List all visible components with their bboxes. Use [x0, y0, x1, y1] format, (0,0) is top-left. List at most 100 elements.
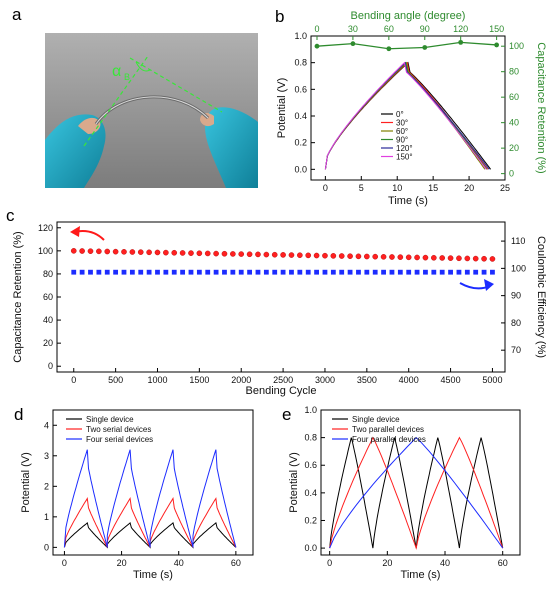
efficiency-point-9	[146, 269, 152, 275]
plot-frame	[310, 35, 506, 181]
efficiency-point-27	[297, 269, 303, 275]
y-tick-label: 40	[43, 315, 53, 325]
retention-point-10	[154, 249, 161, 256]
retention-point-49	[481, 255, 487, 262]
x-tick-label: 10	[392, 183, 402, 193]
y2-axis-title: Capacitance Retention (%)	[535, 42, 547, 173]
retention-point-16	[204, 250, 211, 257]
retention-point-45	[447, 255, 454, 261]
efficiency-point-11	[163, 269, 169, 275]
legend-label: 0°	[396, 110, 404, 119]
y-tick-label: 0.6	[294, 84, 307, 94]
retention-point-18	[221, 250, 228, 257]
chart-e: 0 20 40 60 0.0 0.2 0.4 0.6 0.8 1.0 Time (s) Potenti…	[288, 405, 521, 581]
efficiency-point-45	[448, 269, 453, 275]
y2-tick-label: 60	[509, 92, 519, 102]
x-tick-label: 20	[117, 558, 127, 568]
retention-point-9	[146, 249, 152, 256]
efficiency-point-37	[381, 269, 386, 275]
x2-tick-label: 0	[314, 24, 319, 34]
efficiency-point-38	[389, 269, 395, 275]
efficiency-point-31	[330, 269, 336, 275]
legend-label: 60°	[396, 127, 408, 136]
efficiency-point-12	[171, 269, 177, 275]
efficiency-point-29	[314, 269, 319, 275]
retention-point-20	[238, 251, 245, 257]
efficiency-point-18	[222, 269, 227, 275]
x-tick-label: 1000	[147, 375, 167, 385]
efficiency-point-34	[356, 269, 361, 275]
x2-tick-label: 120	[453, 24, 468, 34]
x-tick-label: 0	[327, 558, 332, 568]
retention-point-14	[188, 250, 194, 256]
efficiency-point-1	[79, 269, 85, 275]
retention-point-38	[389, 254, 395, 260]
angle-subscript: B	[124, 72, 130, 82]
retention-point-22	[255, 251, 261, 258]
x2-tick-label: 150	[489, 24, 504, 34]
retention-point-37	[380, 254, 387, 260]
y-tick-label: 0.2	[304, 515, 317, 525]
efficiency-point-25	[280, 269, 286, 275]
x-tick-label: 60	[498, 558, 508, 568]
efficiency-point-32	[339, 269, 345, 275]
retention-point-40	[405, 254, 412, 261]
efficiency-point-24	[272, 269, 278, 275]
y2-tick-label: 100	[511, 263, 526, 273]
efficiency-point-16	[205, 269, 211, 275]
efficiency-point-4	[104, 269, 110, 275]
retention-point-0	[70, 248, 77, 254]
legend-label: 120°	[396, 144, 413, 153]
parallel-curve-0	[329, 437, 504, 549]
y2-tick-label: 110	[511, 236, 525, 246]
y-tick-label: 3	[44, 451, 49, 461]
retention-point-29	[313, 252, 320, 259]
x-tick-label: 0	[62, 558, 67, 568]
y2-tick-label: 80	[511, 318, 521, 328]
retention-point-3	[422, 45, 428, 50]
y-tick-label: 4	[44, 420, 49, 430]
parallel-curve-1	[329, 436, 504, 550]
retention-point-21	[246, 251, 253, 258]
x-tick-label: 0	[71, 375, 76, 385]
y-tick-label: 0.4	[304, 488, 317, 498]
efficiency-point-35	[364, 269, 370, 275]
x-axis-title: Time (s)	[133, 569, 173, 581]
y-tick-label: 120	[38, 223, 53, 233]
efficiency-point-23	[263, 269, 269, 275]
y-tick-label: 1.0	[304, 405, 317, 415]
panel-label-a: a	[12, 5, 22, 24]
y-axis-title: Potential (V)	[20, 452, 32, 513]
retention-point-0	[314, 43, 320, 49]
gcd-curve-5	[324, 61, 487, 170]
x-tick-label: 40	[174, 558, 184, 568]
x-tick-label: 500	[108, 375, 123, 385]
x2-tick-label: 30	[348, 24, 358, 34]
retention-point-2	[87, 248, 94, 254]
x-tick-label: 4000	[399, 375, 419, 385]
efficiency-point-8	[138, 269, 144, 275]
retention-point-26	[288, 252, 295, 258]
plot-frame	[320, 409, 521, 556]
retention-point-25	[280, 252, 286, 258]
retention-point-41	[414, 254, 420, 261]
retention-point-32	[338, 253, 345, 259]
bending-photo: α B	[45, 33, 258, 188]
x-tick-label: 15	[428, 183, 438, 193]
retention-point-19	[230, 251, 236, 257]
chart-b: 0 5 10 15 20 25 0.0 0.2 0.4 0.6 0.8 1.0 Time (s) Pote…	[276, 10, 547, 207]
retention-point-33	[347, 253, 353, 259]
y-tick-label: 0.6	[304, 460, 317, 470]
legend-label: Two parallel devices	[352, 425, 424, 434]
y-tick-label: 60	[43, 292, 53, 302]
efficiency-point-39	[397, 269, 403, 275]
efficiency-point-14	[188, 269, 194, 275]
y-axis-title: Capacitance Retention (%)	[12, 231, 24, 362]
x-tick-label: 3500	[357, 375, 377, 385]
retention-point-11	[163, 249, 169, 256]
angle-arc	[135, 61, 151, 72]
y2-axis-title: Coulombic Efficiency (%)	[535, 236, 547, 358]
retention-point-12	[171, 249, 178, 256]
retention-point-5	[112, 248, 119, 255]
efficiency-point-2	[88, 269, 93, 275]
